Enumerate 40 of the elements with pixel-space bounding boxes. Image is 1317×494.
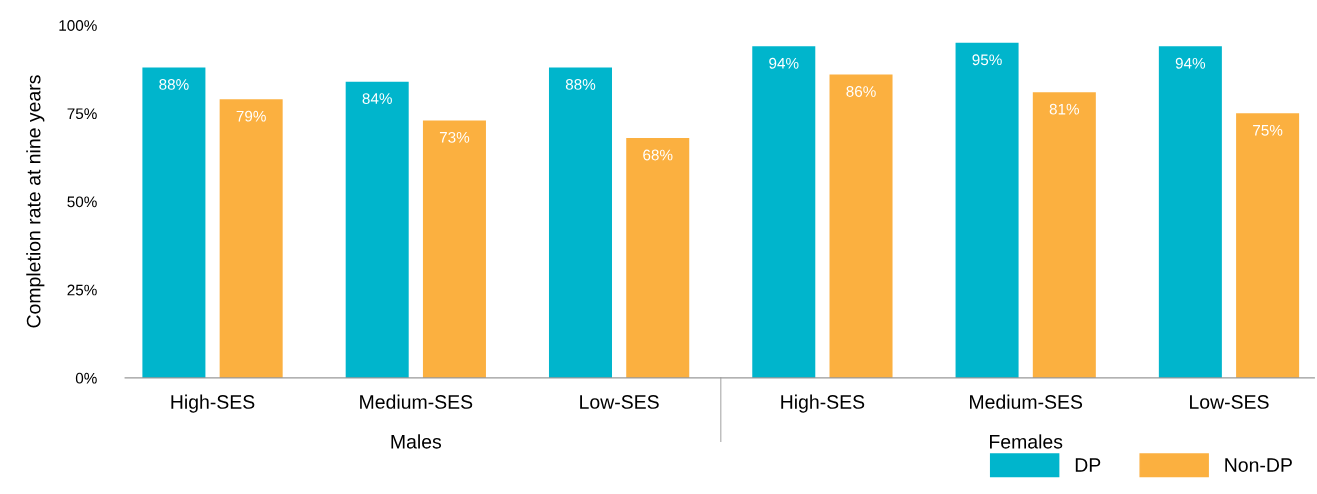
data-label: 75%: [1253, 124, 1283, 136]
bar: [142, 67, 206, 378]
y-tick-label: 0%: [75, 372, 97, 384]
bar: [548, 67, 612, 378]
legend-label: DP: [1075, 458, 1101, 472]
data-label: 86%: [846, 86, 876, 97]
bar: [752, 46, 816, 378]
x-tick-label: Medium-SES: [360, 394, 473, 409]
data-label: 88%: [159, 79, 189, 90]
bar: [1236, 113, 1300, 378]
data-label: 94%: [769, 57, 799, 69]
bar: [1032, 92, 1096, 378]
data-label: 94%: [1175, 57, 1206, 69]
x-tick-label: High-SES: [171, 394, 255, 413]
text: Females: [990, 434, 1063, 449]
y-tick-label: 25%: [67, 284, 97, 296]
y-tick-label: 75%: [67, 108, 97, 120]
bar: [219, 99, 283, 378]
bar: [829, 74, 893, 378]
data-label: 79%: [236, 110, 266, 122]
bar: [955, 42, 1019, 378]
x-tick-label: Medium-SES: [970, 394, 1083, 409]
bar: [626, 138, 690, 378]
data-label: 81%: [1049, 103, 1080, 115]
x-tick-label: High-SES: [781, 394, 865, 413]
data-label: 73%: [439, 131, 470, 143]
y-tick-label: 50%: [67, 196, 97, 208]
data-label: 95%: [972, 54, 1002, 66]
x-tick-label: Low-SES: [580, 395, 659, 409]
bar: [422, 120, 486, 378]
bar: [345, 81, 409, 378]
y-axis-title: Completion rate at nine years: [26, 75, 45, 328]
y-tick-label: 100%: [59, 20, 97, 31]
data-label: 88%: [565, 79, 596, 90]
data-label: 68%: [643, 149, 673, 161]
text: Males: [391, 434, 442, 449]
legend-label: Non-DP: [1225, 458, 1292, 472]
x-tick-label: Low-SES: [1190, 395, 1269, 409]
data-label: 84%: [362, 93, 392, 104]
bar: [1158, 46, 1222, 378]
